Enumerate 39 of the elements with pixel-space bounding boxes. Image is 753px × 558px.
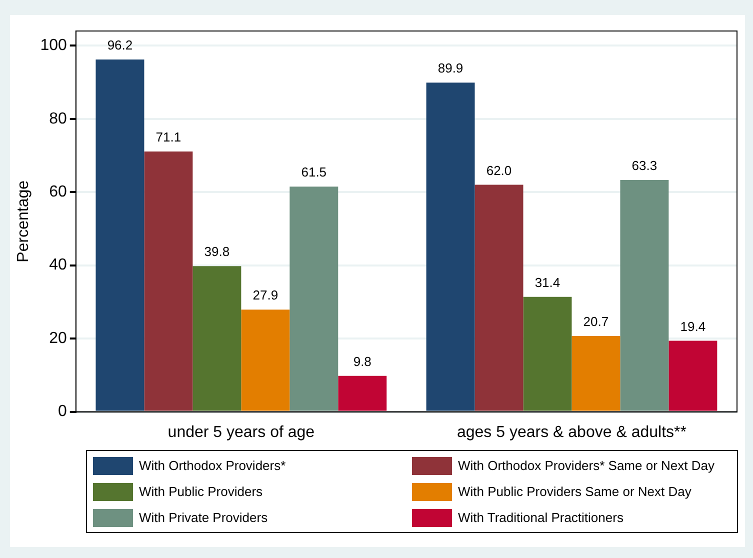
y-axis-title: Percentage xyxy=(15,180,32,262)
y-tick-label: 40 xyxy=(49,256,67,274)
bar xyxy=(572,336,620,411)
bar xyxy=(620,180,669,411)
bar xyxy=(290,186,338,411)
text: 31.4 xyxy=(534,274,560,290)
legend-label: With Orthodox Providers* xyxy=(139,458,286,473)
legend-label: With Public Providers Same or Next Day xyxy=(458,484,692,499)
bar xyxy=(474,184,524,411)
y-tick-label: 20 xyxy=(49,330,67,347)
text: 61.5 xyxy=(301,164,327,180)
bar xyxy=(426,82,475,411)
text: 62.0 xyxy=(486,162,512,178)
text: 39.8 xyxy=(204,244,230,260)
bar xyxy=(241,310,290,411)
y-tick-label: 80 xyxy=(49,110,67,128)
text: 71.1 xyxy=(156,130,182,145)
y-tick-label: 60 xyxy=(49,184,67,201)
text: 20.7 xyxy=(583,314,609,330)
bar xyxy=(338,376,387,411)
bar xyxy=(668,340,718,411)
text: 19.4 xyxy=(680,318,706,334)
bar xyxy=(96,60,144,411)
text: 63.3 xyxy=(632,158,658,174)
x-tick-label: ages 5 years & above & adults** xyxy=(456,424,686,441)
text: 9.8 xyxy=(353,354,372,369)
text: 89.9 xyxy=(438,60,464,76)
bar xyxy=(523,296,572,411)
legend-label: With Public Providers xyxy=(139,484,263,499)
text: 96.2 xyxy=(107,38,133,53)
y-tick-label: 0 xyxy=(58,403,67,420)
y-tick-label: 100 xyxy=(40,37,67,54)
legend-label: With Orthodox Providers* Same or Next Day xyxy=(458,458,714,473)
legend-label: With Private Providers xyxy=(139,510,268,525)
bar xyxy=(144,151,193,411)
bar xyxy=(192,266,242,411)
legend-label: With Traditional Practitioners xyxy=(458,510,624,525)
text: 27.9 xyxy=(252,288,278,303)
x-tick-label: under 5 years of age xyxy=(168,424,315,441)
